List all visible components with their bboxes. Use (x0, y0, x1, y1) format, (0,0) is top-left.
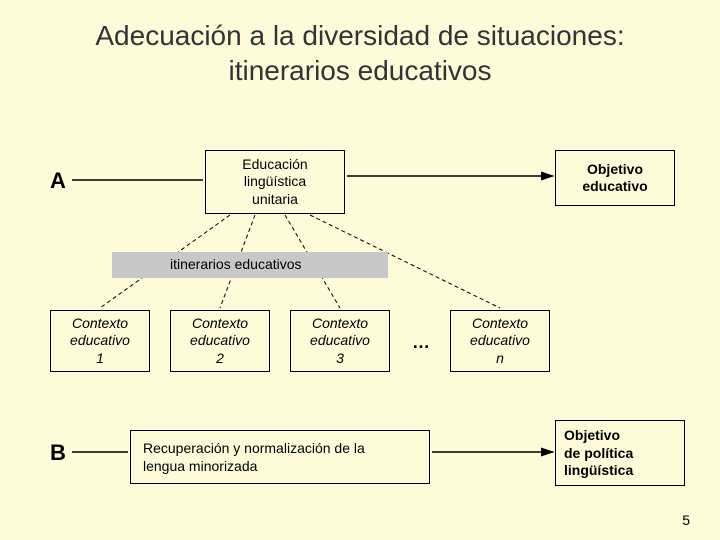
label-a: A (50, 168, 66, 194)
box-objetivo-politica: Objetivode políticalingüística (555, 420, 685, 486)
box-recuperacion: Recuperación y normalización de lalengua… (130, 430, 430, 484)
page-number: 5 (682, 512, 690, 528)
box-educacion-linguistica: Educaciónlingüísticaunitaria (205, 150, 345, 214)
box-contexto-3: Contextoeducativo3 (290, 310, 390, 372)
box-contexto-n: Contextoeducativon (450, 310, 550, 372)
box-contexto-1: Contextoeducativo1 (50, 310, 150, 372)
label-b: B (50, 440, 66, 466)
box-objetivo-educativo: Objetivoeducativo (555, 150, 675, 206)
ellipsis: … (412, 332, 430, 353)
itinerarios-label: itinerarios educativos (170, 256, 302, 272)
box-contexto-2: Contextoeducativo2 (170, 310, 270, 372)
page-title: Adecuación a la diversidad de situacione… (0, 0, 720, 88)
